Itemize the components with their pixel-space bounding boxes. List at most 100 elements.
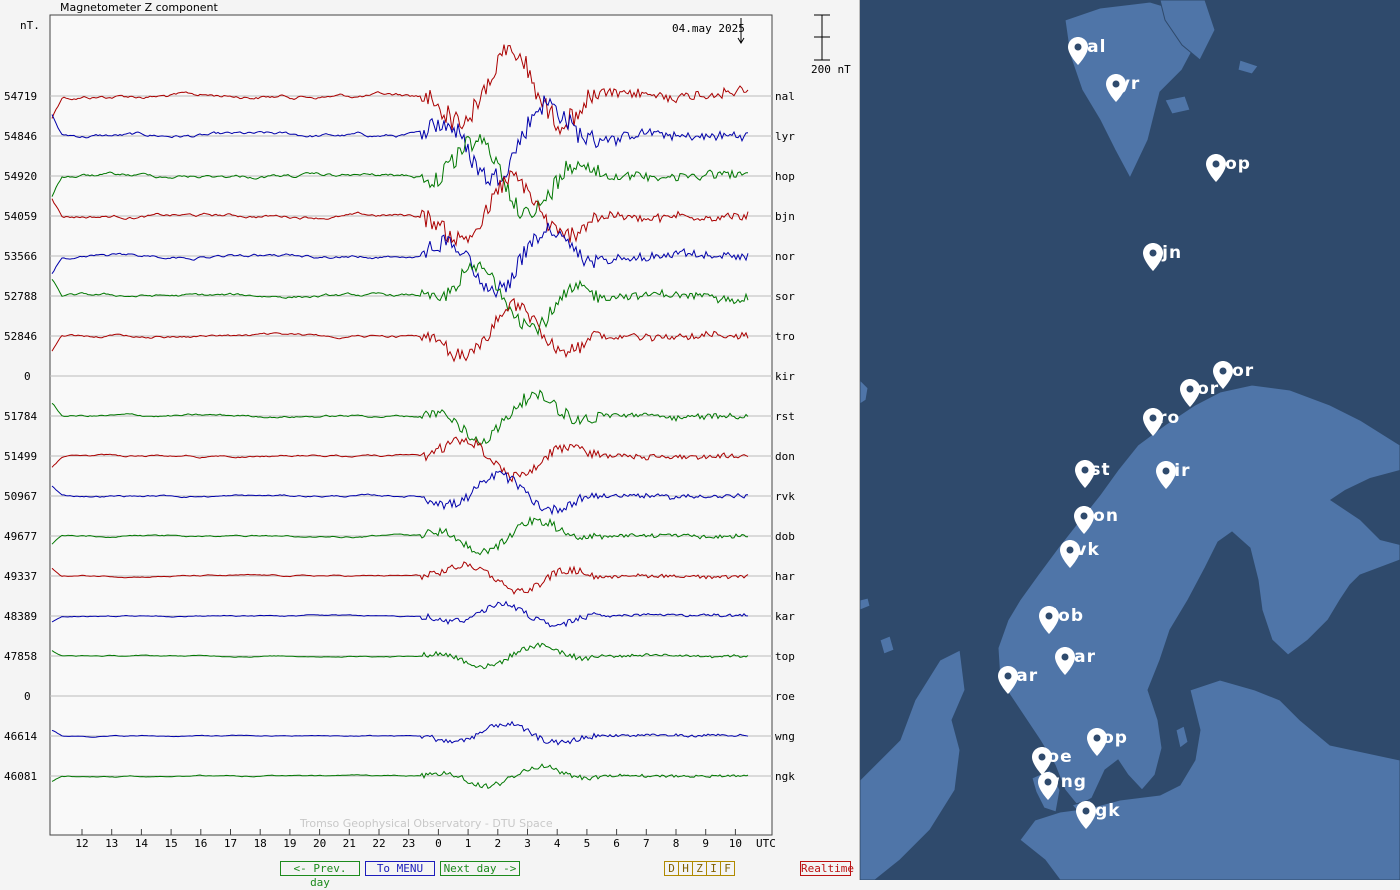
station-code-kir: kir bbox=[775, 370, 795, 383]
scale-label: 200 nT bbox=[811, 63, 851, 76]
x-tick-label: 13 bbox=[105, 837, 118, 850]
map-marker-ngk[interactable]: ngk bbox=[1076, 801, 1121, 829]
location-pin-icon bbox=[1076, 801, 1096, 829]
station-baseline-roe: 0 bbox=[24, 690, 31, 703]
map-marker-nor[interactable]: nor bbox=[1213, 361, 1254, 389]
trace-top bbox=[51, 642, 749, 670]
station-baseline-bjn: 54059 bbox=[4, 210, 37, 223]
station-baseline-tro: 52846 bbox=[4, 330, 37, 343]
component-f-button[interactable]: F bbox=[724, 862, 731, 875]
map-marker-hop[interactable]: hop bbox=[1206, 154, 1251, 182]
station-baseline-dob: 49677 bbox=[4, 530, 37, 543]
station-baseline-nor: 53566 bbox=[4, 250, 37, 263]
station-code-nor: nor bbox=[775, 250, 795, 263]
component-d-button[interactable]: D bbox=[665, 862, 679, 875]
map-marker-har[interactable]: har bbox=[1055, 647, 1096, 675]
component-i-button[interactable]: I bbox=[707, 862, 721, 875]
watermark: Tromso Geophysical Observatory - DTU Spa… bbox=[299, 817, 553, 830]
station-code-bjn: bjn bbox=[775, 210, 795, 223]
x-tick-label: 23 bbox=[402, 837, 415, 850]
x-tick-label: 8 bbox=[673, 837, 680, 850]
map-marker-rst[interactable]: rst bbox=[1075, 460, 1111, 488]
date-arrow bbox=[737, 18, 745, 44]
map-landmass bbox=[860, 0, 1400, 880]
location-pin-icon bbox=[1206, 154, 1226, 182]
component-h-button[interactable]: H bbox=[679, 862, 693, 875]
x-tick-label: 18 bbox=[254, 837, 267, 850]
location-pin-icon bbox=[1075, 460, 1095, 488]
x-tick-label: 17 bbox=[224, 837, 237, 850]
map-marker-don[interactable]: don bbox=[1074, 506, 1119, 534]
x-tick-label: 9 bbox=[702, 837, 709, 850]
station-baseline-wng: 46614 bbox=[4, 730, 37, 743]
station-baseline-kir: 0 bbox=[24, 370, 31, 383]
station-code-rvk: rvk bbox=[775, 490, 795, 503]
station-baseline-ngk: 46081 bbox=[4, 770, 37, 783]
magnetometer-chart: 12 13 14 15 16 17 18 19 20 21 22 23 0 1 2 3 4 5 6 7 8 9 105471… bbox=[4, 1, 851, 850]
map-marker-top[interactable]: top bbox=[1087, 728, 1128, 756]
trace-har bbox=[51, 561, 749, 595]
map-marker-sor[interactable]: sor bbox=[1180, 379, 1219, 407]
location-pin-icon bbox=[1087, 728, 1107, 756]
location-pin-icon bbox=[1213, 361, 1233, 389]
realtime-button[interactable]: Realtime bbox=[800, 861, 854, 876]
station-baseline-kar: 48389 bbox=[4, 610, 37, 623]
station-code-lyr: lyr bbox=[775, 130, 795, 143]
map-marker-kar[interactable]: kar bbox=[998, 666, 1038, 694]
prev-day-button[interactable]: <- Prev. day bbox=[280, 861, 360, 889]
location-pin-icon bbox=[1180, 379, 1200, 407]
map-marker-kir[interactable]: kir bbox=[1156, 461, 1191, 489]
station-baseline-har: 49337 bbox=[4, 570, 37, 583]
x-tick-label: 12 bbox=[75, 837, 88, 850]
station-baseline-rvk: 50967 bbox=[4, 490, 37, 503]
map-marker-bjn[interactable]: bjn bbox=[1143, 243, 1182, 271]
x-tick-label: 7 bbox=[643, 837, 650, 850]
x-tick-label: 10 bbox=[729, 837, 742, 850]
map-marker-rvk[interactable]: rvk bbox=[1060, 540, 1100, 568]
station-code-rst: rst bbox=[775, 410, 795, 423]
map-marker-nal[interactable]: nal bbox=[1068, 37, 1106, 65]
map-marker-dob[interactable]: dob bbox=[1039, 606, 1084, 634]
unit-label: nT. bbox=[20, 19, 40, 32]
plot-area bbox=[49, 14, 773, 836]
location-pin-icon bbox=[1068, 37, 1088, 65]
chart-title: Magnetometer Z component bbox=[60, 1, 219, 14]
station-baseline-sor: 52788 bbox=[4, 290, 37, 303]
x-tick-label: 4 bbox=[554, 837, 561, 850]
location-pin-icon bbox=[1143, 408, 1163, 436]
x-tick-label: 15 bbox=[164, 837, 177, 850]
station-baseline-top: 47858 bbox=[4, 650, 37, 663]
station-code-hop: hop bbox=[775, 170, 795, 183]
x-tick-label: 14 bbox=[135, 837, 149, 850]
trace-kar bbox=[51, 600, 748, 628]
x-unit: UTC bbox=[756, 837, 776, 850]
trace-wng bbox=[51, 720, 749, 746]
trace-rvk bbox=[51, 470, 748, 516]
x-tick-label: 19 bbox=[283, 837, 296, 850]
next-day-button[interactable]: Next day -> bbox=[440, 861, 520, 876]
map-marker-tro[interactable]: tro bbox=[1143, 408, 1180, 436]
trace-dob bbox=[51, 515, 749, 556]
location-pin-icon bbox=[1055, 647, 1075, 675]
trace-sor bbox=[51, 261, 749, 336]
location-pin-icon bbox=[1143, 243, 1163, 271]
scale-bar bbox=[814, 14, 830, 61]
x-tick-label: 1 bbox=[465, 837, 472, 850]
station-code-har: har bbox=[775, 570, 795, 583]
trace-rst bbox=[51, 389, 749, 446]
x-tick-label: 6 bbox=[613, 837, 620, 850]
map-marker-roe[interactable]: roe bbox=[1032, 747, 1073, 775]
component-z-button[interactable]: Z bbox=[693, 862, 707, 875]
location-pin-icon bbox=[1060, 540, 1080, 568]
station-code-wng: wng bbox=[775, 730, 795, 743]
map-marker-lyr[interactable]: lyr bbox=[1106, 74, 1140, 102]
x-tick-label: 16 bbox=[194, 837, 207, 850]
trace-hop bbox=[51, 134, 748, 220]
station-code-nal: nal bbox=[775, 90, 795, 103]
trace-lyr bbox=[51, 95, 749, 187]
x-tick-label: 3 bbox=[524, 837, 531, 850]
menu-button[interactable]: To MENU bbox=[365, 861, 435, 876]
x-tick-label: 2 bbox=[494, 837, 501, 850]
station-code-top: top bbox=[775, 650, 795, 663]
map-marker-wng[interactable]: wng bbox=[1038, 772, 1087, 800]
